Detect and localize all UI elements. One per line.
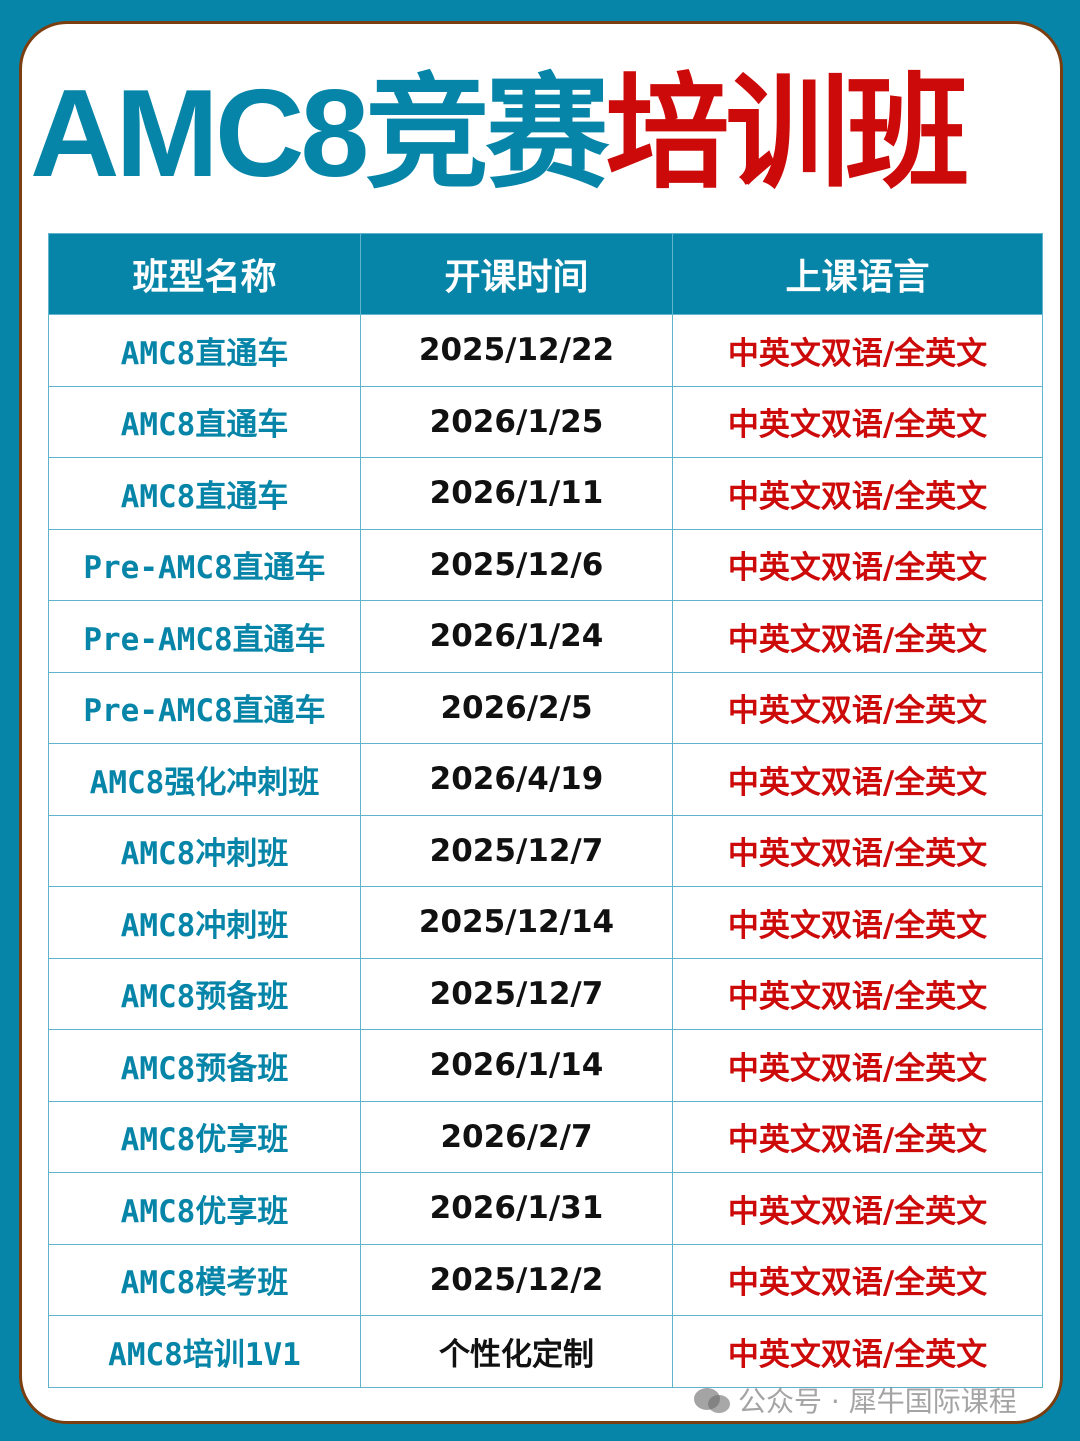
cell-start-date: 2026/1/25 [360,385,673,458]
cell-class-name: AMC8冲刺班 [48,886,361,959]
cell-start-date: 个性化定制 [360,1315,673,1388]
cell-language: 中英文双语/全英文 [672,385,1043,458]
cell-class-name: AMC8培训1V1 [48,1315,361,1388]
cell-start-date: 2025/12/22 [360,314,673,387]
cell-language: 中英文双语/全英文 [672,1029,1043,1102]
cell-class-name: AMC8预备班 [48,1029,361,1102]
watermark: 公众号 · 犀牛国际课程 [692,1380,1017,1420]
table-row: AMC8冲刺班 2025/12/14 中英文双语/全英文 [48,886,1043,959]
cell-start-date: 2026/1/14 [360,1029,673,1102]
cell-language: 中英文双语/全英文 [672,957,1043,1030]
cell-start-date: 2025/12/14 [360,886,673,959]
cell-start-date: 2026/1/24 [360,600,673,673]
schedule-table: 班型名称 开课时间 上课语言 AMC8直通车 2025/12/22 中英文双语/全英… [48,233,1043,1388]
header-start-date: 开课时间 [360,233,673,315]
header-language: 上课语言 [672,233,1043,315]
cell-class-name: AMC8冲刺班 [48,814,361,887]
table-row: AMC8直通车 2026/1/11 中英文双语/全英文 [48,457,1043,530]
cell-class-name: Pre-AMC8直通车 [48,528,361,601]
cell-class-name: AMC8预备班 [48,957,361,1030]
table-row: AMC8优享班 2026/1/31 中英文双语/全英文 [48,1172,1043,1245]
cell-language: 中英文双语/全英文 [672,886,1043,959]
cell-language: 中英文双语/全英文 [672,457,1043,530]
title-part-1: AMC8竞赛 [30,65,609,203]
cell-class-name: AMC8模考班 [48,1243,361,1316]
header-class-name: 班型名称 [48,233,361,315]
cell-start-date: 2025/12/7 [360,814,673,887]
table-row: AMC8强化冲刺班 2026/4/19 中英文双语/全英文 [48,743,1043,816]
table-row: AMC8冲刺班 2025/12/7 中英文双语/全英文 [48,814,1043,887]
cell-language: 中英文双语/全英文 [672,1315,1043,1388]
cell-language: 中英文双语/全英文 [672,743,1043,816]
table-row: AMC8培训1V1 个性化定制 中英文双语/全英文 [48,1315,1043,1388]
cell-language: 中英文双语/全英文 [672,1243,1043,1316]
table-row: Pre-AMC8直通车 2025/12/6 中英文双语/全英文 [48,528,1043,601]
cell-class-name: AMC8直通车 [48,385,361,458]
table-row: AMC8直通车 2026/1/25 中英文双语/全英文 [48,385,1043,458]
cell-class-name: AMC8直通车 [48,314,361,387]
page-title: AMC8竞赛培训班 [30,64,1050,204]
table-header-row: 班型名称 开课时间 上课语言 [48,233,1043,315]
table-row: AMC8预备班 2025/12/7 中英文双语/全英文 [48,957,1043,1030]
cell-class-name: Pre-AMC8直通车 [48,600,361,673]
cell-language: 中英文双语/全英文 [672,671,1043,744]
cell-start-date: 2026/2/7 [360,1100,673,1173]
cell-start-date: 2026/1/11 [360,457,673,530]
cell-class-name: AMC8强化冲刺班 [48,743,361,816]
table-row: AMC8预备班 2026/1/14 中英文双语/全英文 [48,1029,1043,1102]
cell-start-date: 2026/2/5 [360,671,673,744]
watermark-text: 公众号 · 犀牛国际课程 [738,1385,1017,1418]
cell-start-date: 2026/4/19 [360,743,673,816]
cell-language: 中英文双语/全英文 [672,600,1043,673]
cell-language: 中英文双语/全英文 [672,314,1043,387]
cell-start-date: 2025/12/7 [360,957,673,1030]
table-row: AMC8直通车 2025/12/22 中英文双语/全英文 [48,314,1043,387]
cell-start-date: 2026/1/31 [360,1172,673,1245]
cell-start-date: 2025/12/6 [360,528,673,601]
cell-language: 中英文双语/全英文 [672,1100,1043,1173]
cell-class-name: AMC8优享班 [48,1100,361,1173]
table-row: AMC8优享班 2026/2/7 中英文双语/全英文 [48,1100,1043,1173]
title-part-2: 培训班 [605,65,969,203]
table-row: Pre-AMC8直通车 2026/2/5 中英文双语/全英文 [48,671,1043,744]
cell-language: 中英文双语/全英文 [672,814,1043,887]
cell-class-name: AMC8优享班 [48,1172,361,1245]
cell-language: 中英文双语/全英文 [672,528,1043,601]
table-row: Pre-AMC8直通车 2026/1/24 中英文双语/全英文 [48,600,1043,673]
cell-language: 中英文双语/全英文 [672,1172,1043,1245]
cell-class-name: AMC8直通车 [48,457,361,530]
wechat-icon [694,1388,730,1413]
cell-class-name: Pre-AMC8直通车 [48,671,361,744]
cell-start-date: 2025/12/2 [360,1243,673,1316]
table-row: AMC8模考班 2025/12/2 中英文双语/全英文 [48,1243,1043,1316]
